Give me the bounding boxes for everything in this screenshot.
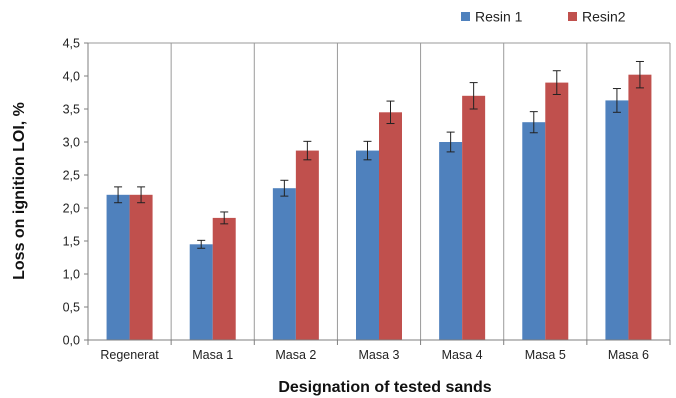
bar — [522, 122, 546, 340]
bar — [439, 142, 463, 340]
x-tick-label: Masa 1 — [192, 348, 233, 362]
y-tick-label: 0,0 — [63, 334, 80, 348]
y-tick-label: 2,5 — [63, 169, 80, 183]
bar — [545, 82, 569, 340]
x-tick-labels: Regenerat Masa 1 Masa 2 Masa 3 Masa 4 Masa 5 M… — [100, 348, 649, 362]
bar — [356, 150, 379, 340]
x-tick-label: Masa 6 — [608, 348, 649, 362]
bar — [628, 74, 652, 341]
y-tick-label: 3,5 — [63, 103, 80, 117]
error-bars-layer — [114, 60, 644, 249]
bar — [212, 217, 236, 340]
x-tick-label: Masa 3 — [359, 348, 400, 362]
y-tick-label: 1,0 — [63, 268, 80, 282]
axis-layer — [84, 42, 671, 345]
y-tick-label: 4,0 — [63, 70, 80, 84]
legend-label: Resin2 — [582, 9, 626, 25]
y-tick-label: 4,5 — [63, 37, 80, 51]
bar — [295, 150, 319, 340]
y-tick-labels: 0,0 0,5 1,0 1,5 2,0 2,5 3,0 3,5 4,0 4,5 — [63, 37, 80, 348]
grid-layer — [88, 42, 671, 340]
x-axis-title: Designation of tested sands — [278, 379, 491, 396]
bar — [379, 112, 402, 340]
bar — [605, 100, 629, 340]
x-tick-label: Regenerat — [100, 348, 159, 362]
bar — [189, 244, 213, 340]
bar — [462, 95, 486, 340]
y-axis-title: Loss on ignition LOI, % — [11, 102, 28, 280]
legend-swatch — [568, 12, 577, 21]
x-tick-label: Masa 5 — [525, 348, 566, 362]
legend: Resin 1 Resin2 — [461, 9, 626, 25]
bars-layer — [106, 74, 652, 341]
x-tick-label: Masa 4 — [442, 348, 483, 362]
legend-label: Resin 1 — [475, 9, 523, 25]
y-tick-label: 2,0 — [63, 202, 80, 216]
x-tick-label: Masa 2 — [275, 348, 316, 362]
y-tick-label: 1,5 — [63, 235, 80, 249]
legend-swatch — [461, 12, 470, 21]
bar — [272, 188, 296, 340]
y-tick-label: 3,0 — [63, 136, 80, 150]
bar — [106, 194, 130, 340]
bar — [129, 194, 153, 340]
y-tick-label: 0,5 — [63, 301, 80, 315]
